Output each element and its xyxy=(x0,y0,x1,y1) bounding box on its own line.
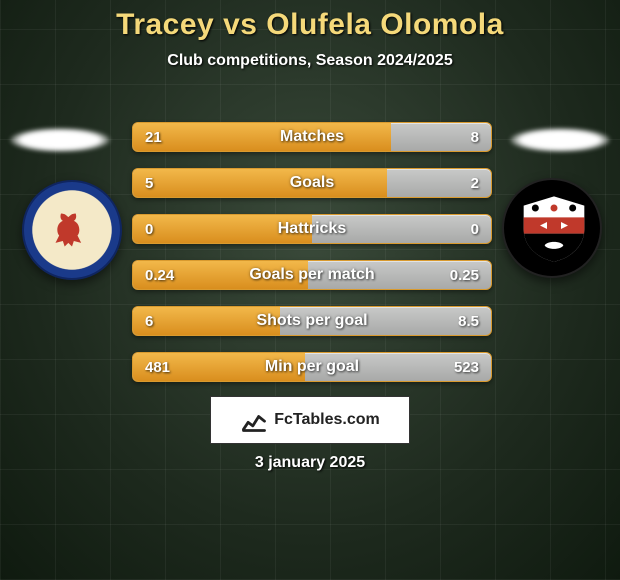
stat-label: Shots per goal xyxy=(133,307,491,335)
brand-text: FcTables.com xyxy=(274,411,380,429)
spotlight-left xyxy=(10,128,110,152)
bromley-fc-crest xyxy=(502,178,602,278)
stats-bars: 218Matches 52Goals 00Hattricks 0.240.25Goal… xyxy=(132,122,492,398)
stat-row: 481523Min per goal xyxy=(132,352,492,382)
stat-row: 52Goals xyxy=(132,168,492,198)
crewe-alexandra-crest xyxy=(22,180,122,280)
stat-label: Goals per match xyxy=(133,261,491,289)
spotlight-right xyxy=(510,128,610,152)
stat-row: 0.240.25Goals per match xyxy=(132,260,492,290)
lion-icon xyxy=(50,208,94,252)
page-subtitle: Club competitions, Season 2024/2025 xyxy=(0,52,620,70)
stat-label: Goals xyxy=(133,169,491,197)
comparison-card: Tracey vs Olufela Olomola Club competiti… xyxy=(0,0,620,580)
stat-row: 00Hattricks xyxy=(132,214,492,244)
stat-label: Min per goal xyxy=(133,353,491,381)
stat-row: 68.5Shots per goal xyxy=(132,306,492,336)
brand-badge: FcTables.com xyxy=(210,396,410,444)
shield-icon xyxy=(519,194,589,264)
stat-label: Matches xyxy=(133,123,491,151)
chart-icon xyxy=(240,406,268,434)
stat-row: 218Matches xyxy=(132,122,492,152)
stat-label: Hattricks xyxy=(133,215,491,243)
page-title: Tracey vs Olufela Olomola xyxy=(0,8,620,42)
date-label: 3 january 2025 xyxy=(0,454,620,472)
